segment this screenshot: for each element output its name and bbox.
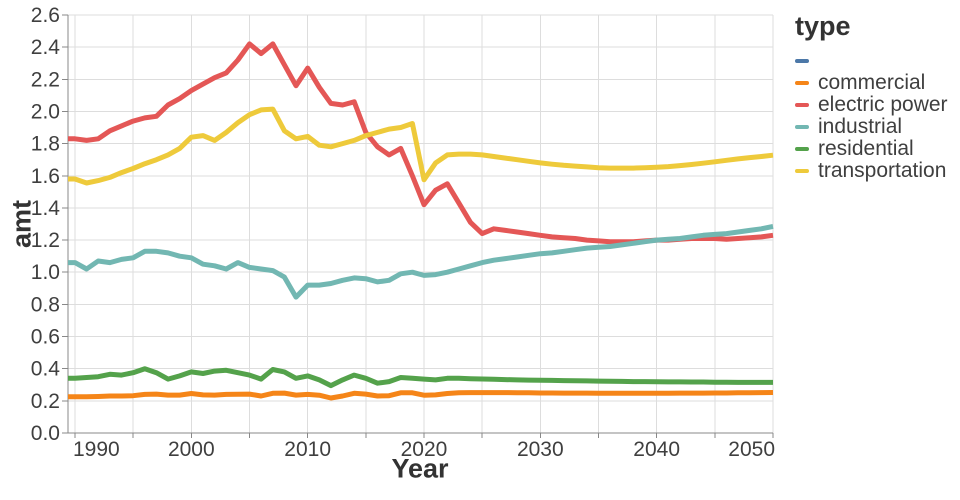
y-tick-label: 2.0	[31, 100, 60, 123]
legend-label: residential	[818, 137, 914, 160]
legend-dash-icon	[795, 125, 809, 129]
x-tick-label: 1990	[73, 438, 120, 461]
x-tick-label: 2050	[728, 438, 775, 461]
legend-dash-icon	[795, 81, 809, 85]
y-axis-title: amt	[6, 199, 37, 249]
y-tick-label: 0.2	[31, 390, 60, 413]
x-axis-title: Year	[391, 453, 449, 484]
x-tick-label: 2000	[168, 438, 215, 461]
y-tick-label: 1.2	[31, 229, 60, 252]
legend-title: type	[795, 11, 851, 41]
axes	[62, 14, 774, 438]
y-tick-label: 1.4	[31, 197, 61, 220]
x-tick-label: 2010	[284, 438, 331, 461]
legend-item-commercial: commercial	[795, 72, 948, 94]
legend-item-blank	[795, 50, 948, 72]
legend-label: commercial	[818, 71, 926, 94]
legend-dash-icon	[795, 169, 809, 173]
y-tick-label: 2.6	[31, 4, 60, 27]
x-tick-label: 2040	[633, 438, 680, 461]
legend-item-electric-power: electric power	[795, 94, 948, 116]
x-tick-label: 2030	[517, 438, 564, 461]
y-tick-label: 0.0	[31, 422, 60, 445]
x-tick-label: 2020	[401, 438, 448, 461]
y-tick-label: 0.6	[31, 326, 60, 349]
legend-dash-icon	[795, 59, 809, 63]
y-tick-label: 2.2	[31, 68, 60, 91]
tick-labels: 0.0 0.2 0.4 0.6 0.8 1.0 1.2 1.4 1.6 1.8 2.0 2.2 2.4 2…	[31, 4, 775, 461]
series-line-electric-power	[68, 41, 774, 245]
legend: type commercial electric power industrial r…	[795, 10, 948, 182]
legend-items: commercial electric power industrial reside…	[795, 50, 948, 182]
legend-dash-icon	[795, 103, 809, 107]
gridlines	[68, 14, 774, 434]
y-tick-label: 2.4	[31, 36, 61, 59]
y-tick-label: 1.8	[31, 133, 60, 156]
legend-label: transportation	[818, 159, 947, 182]
y-tick-label: 1.0	[31, 261, 60, 284]
legend-item-transportation: transportation	[795, 160, 948, 182]
legend-item-industrial: industrial	[795, 116, 948, 138]
series-lines	[68, 41, 774, 401]
y-tick-label: 0.8	[31, 293, 60, 316]
series-line-commercial	[68, 390, 774, 401]
series-line-residential	[68, 366, 773, 389]
legend-label: electric power	[818, 93, 948, 116]
series-line-transportation	[68, 106, 774, 186]
legend-label: industrial	[818, 115, 903, 138]
y-tick-label: 1.6	[31, 165, 60, 188]
legend-item-residential: residential	[795, 138, 948, 160]
y-tick-label: 0.4	[31, 358, 61, 381]
series-line-industrial	[68, 223, 774, 300]
legend-dash-icon	[795, 147, 809, 151]
